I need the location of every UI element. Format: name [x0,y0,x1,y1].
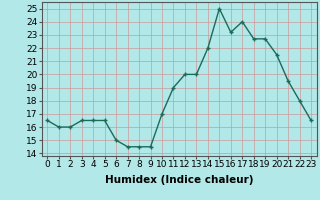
X-axis label: Humidex (Indice chaleur): Humidex (Indice chaleur) [105,175,253,185]
